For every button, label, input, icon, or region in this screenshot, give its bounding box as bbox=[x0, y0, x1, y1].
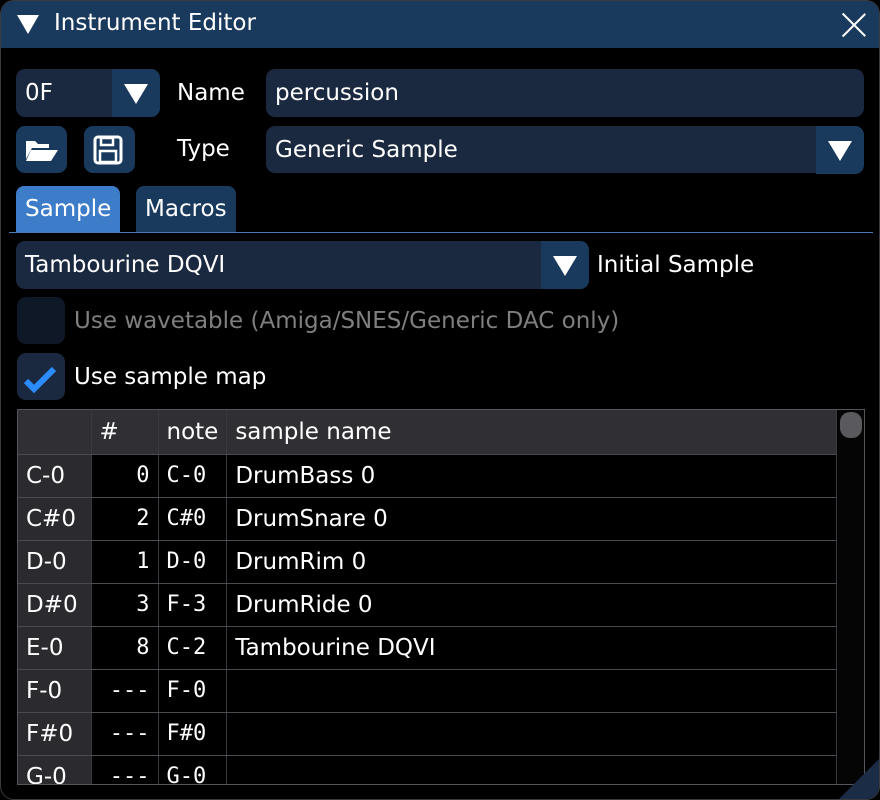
table-row[interactable]: E-0 8 C-2 Tambourine DQVI bbox=[18, 626, 837, 670]
row-key: C-0 bbox=[18, 454, 92, 498]
name-label: Name bbox=[177, 80, 245, 106]
window-title: Instrument Editor bbox=[54, 10, 256, 36]
save-button[interactable] bbox=[84, 126, 135, 173]
sample-map-label: Use sample map bbox=[74, 364, 267, 390]
tab-sample[interactable]: Sample bbox=[16, 186, 121, 232]
tab-separator bbox=[9, 232, 873, 233]
sample-number[interactable]: 2 bbox=[91, 497, 159, 541]
table-row[interactable]: F-0 --- F-0 bbox=[18, 669, 837, 713]
sample-name-cell[interactable]: DrumRide 0 bbox=[226, 583, 837, 627]
type-value: Generic Sample bbox=[275, 137, 458, 163]
sample-number[interactable]: --- bbox=[91, 755, 159, 784]
sample-number[interactable]: 3 bbox=[91, 583, 159, 627]
table-row[interactable]: F#0 --- F#0 bbox=[18, 712, 837, 756]
sample-name-cell[interactable]: DrumBass 0 bbox=[226, 454, 837, 498]
note-cell[interactable]: C-0 bbox=[158, 454, 228, 498]
col-header-sample-name[interactable]: sample name bbox=[226, 410, 837, 455]
note-cell[interactable]: F-0 bbox=[158, 669, 228, 713]
table-row[interactable]: C#0 2 C#0 DrumSnare 0 bbox=[18, 497, 837, 541]
sample-name-cell[interactable]: Tambourine DQVI bbox=[226, 626, 837, 670]
checkmark-icon bbox=[23, 366, 57, 394]
floppy-save-icon bbox=[93, 135, 123, 165]
scrollbar[interactable] bbox=[838, 410, 864, 784]
folder-open-icon bbox=[26, 141, 58, 161]
sample-name-cell[interactable] bbox=[226, 669, 837, 713]
sample-name-cell[interactable]: DrumSnare 0 bbox=[226, 497, 837, 541]
table-row[interactable]: C-0 0 C-0 DrumBass 0 bbox=[18, 454, 837, 498]
sample-select[interactable]: Tambourine DQVI bbox=[16, 241, 589, 289]
resize-grip[interactable] bbox=[839, 759, 879, 799]
col-header-key bbox=[18, 410, 92, 455]
row-key: F-0 bbox=[18, 669, 92, 713]
note-cell[interactable]: D-0 bbox=[158, 540, 228, 584]
sample-map-table[interactable]: # note sample name C-0 0 C-0 DrumBass 0 C#0 2… bbox=[17, 409, 865, 785]
table-row[interactable]: D#0 3 F-3 DrumRide 0 bbox=[18, 583, 837, 627]
table-row[interactable]: D-0 1 D-0 DrumRim 0 bbox=[18, 540, 837, 584]
instrument-index-value: 0F bbox=[25, 80, 53, 106]
col-header-note[interactable]: note bbox=[158, 410, 228, 455]
sample-number[interactable]: --- bbox=[91, 712, 159, 756]
table-header: # note sample name bbox=[18, 410, 837, 455]
type-select[interactable]: Generic Sample bbox=[266, 126, 864, 174]
tab-macros[interactable]: Macros bbox=[136, 186, 236, 232]
instrument-index-select[interactable]: 0F bbox=[16, 69, 160, 117]
title-bar[interactable]: Instrument Editor bbox=[1, 1, 879, 48]
note-cell[interactable]: C#0 bbox=[158, 497, 228, 541]
sample-number[interactable]: --- bbox=[91, 669, 159, 713]
row-key: F#0 bbox=[18, 712, 92, 756]
chevron-down-icon[interactable] bbox=[816, 126, 864, 174]
triangle-down-icon[interactable] bbox=[17, 15, 39, 34]
col-header-number[interactable]: # bbox=[91, 410, 159, 455]
chevron-down-icon[interactable] bbox=[541, 241, 589, 289]
note-cell[interactable]: F#0 bbox=[158, 712, 228, 756]
row-key: E-0 bbox=[18, 626, 92, 670]
wavetable-checkbox[interactable] bbox=[17, 297, 65, 344]
row-key: C#0 bbox=[18, 497, 92, 541]
row-key: D#0 bbox=[18, 583, 92, 627]
name-input[interactable]: percussion bbox=[266, 69, 864, 117]
sample-map-checkbox[interactable] bbox=[17, 353, 65, 400]
initial-sample-label: Initial Sample bbox=[597, 252, 755, 278]
sample-number[interactable]: 1 bbox=[91, 540, 159, 584]
chevron-down-icon[interactable] bbox=[112, 69, 160, 117]
open-button[interactable] bbox=[16, 126, 67, 173]
wavetable-label: Use wavetable (Amiga/SNES/Generic DAC on… bbox=[74, 308, 620, 334]
table-row[interactable]: G-0 --- G-0 bbox=[18, 755, 837, 784]
sample-name-cell[interactable] bbox=[226, 755, 837, 784]
note-cell[interactable]: F-3 bbox=[158, 583, 228, 627]
row-key: D-0 bbox=[18, 540, 92, 584]
sample-number[interactable]: 0 bbox=[91, 454, 159, 498]
type-label: Type bbox=[177, 136, 230, 162]
sample-select-value: Tambourine DQVI bbox=[25, 252, 226, 278]
sample-name-cell[interactable]: DrumRim 0 bbox=[226, 540, 837, 584]
close-icon[interactable] bbox=[841, 12, 867, 38]
note-cell[interactable]: G-0 bbox=[158, 755, 228, 784]
sample-number[interactable]: 8 bbox=[91, 626, 159, 670]
note-cell[interactable]: C-2 bbox=[158, 626, 228, 670]
sample-name-cell[interactable] bbox=[226, 712, 837, 756]
scrollbar-thumb[interactable] bbox=[840, 412, 862, 438]
row-key: G-0 bbox=[18, 755, 92, 784]
